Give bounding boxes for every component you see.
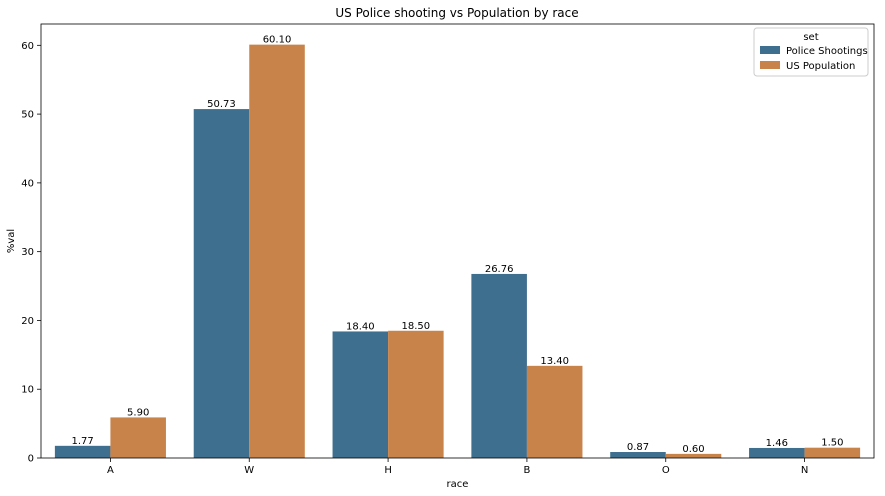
data-label: 0.60 (682, 444, 704, 455)
bar-us-population-O (665, 453, 722, 458)
y-axis-label: %val (6, 229, 17, 253)
x-tick-label: B (523, 465, 530, 476)
bar-police-shootings-O (610, 452, 666, 458)
legend-swatch (760, 46, 780, 54)
data-label: 1.77 (72, 436, 94, 447)
bar-us-population-B (526, 365, 583, 458)
x-tick-label: N (801, 465, 808, 476)
legend-entry-label: Police Shootings (786, 46, 868, 57)
data-label: 0.87 (627, 442, 649, 453)
chart-title: US Police shooting vs Population by race (335, 6, 578, 20)
plot-area: 1.77 50.73 18.40 26.76 0.87 1.46 5.90 60.10 18.5… (54, 35, 861, 459)
bar-us-population-W (249, 44, 305, 459)
bar-us-population-A (110, 417, 166, 458)
legend-box (753, 27, 869, 77)
data-label: 1.50 (821, 438, 843, 449)
x-tick-label: W (244, 465, 254, 476)
y-tick-label: 20 (21, 316, 34, 327)
axes-frame (40, 23, 875, 459)
y-tick-label: 40 (21, 178, 34, 189)
y-axis: 0 10 20 30 40 50 60 (21, 41, 41, 465)
bar-police-shootings-B (471, 273, 527, 458)
legend: set Police Shootings US Population (753, 27, 869, 77)
bar-us-population-H (388, 330, 444, 458)
data-label: 60.10 (263, 35, 292, 46)
data-label: 1.46 (766, 438, 788, 449)
y-tick-label: 10 (21, 385, 34, 396)
x-axis-label: race (447, 479, 469, 490)
legend-title: set (803, 32, 818, 43)
data-label: 5.90 (127, 407, 149, 418)
x-tick-label: O (662, 465, 670, 476)
data-label: 13.40 (540, 356, 569, 367)
bar-police-shootings-N (749, 447, 805, 458)
legend-swatch (760, 61, 780, 69)
data-label: 26.76 (485, 264, 514, 275)
legend-entry-label: US Population (786, 61, 855, 72)
y-tick-label: 60 (21, 41, 34, 52)
x-tick-label: A (107, 465, 114, 476)
data-label: 18.50 (402, 321, 431, 332)
bar-police-shootings-A (54, 445, 111, 458)
bar-us-population-N (804, 447, 861, 458)
data-label: 50.73 (207, 99, 236, 110)
bar-police-shootings-H (332, 331, 389, 458)
y-tick-label: 30 (21, 247, 34, 258)
y-tick-label: 0 (28, 454, 34, 465)
bar-police-shootings-W (193, 109, 250, 458)
x-tick-label: H (384, 465, 392, 476)
data-label: 18.40 (346, 321, 375, 332)
y-tick-label: 50 (21, 110, 34, 121)
